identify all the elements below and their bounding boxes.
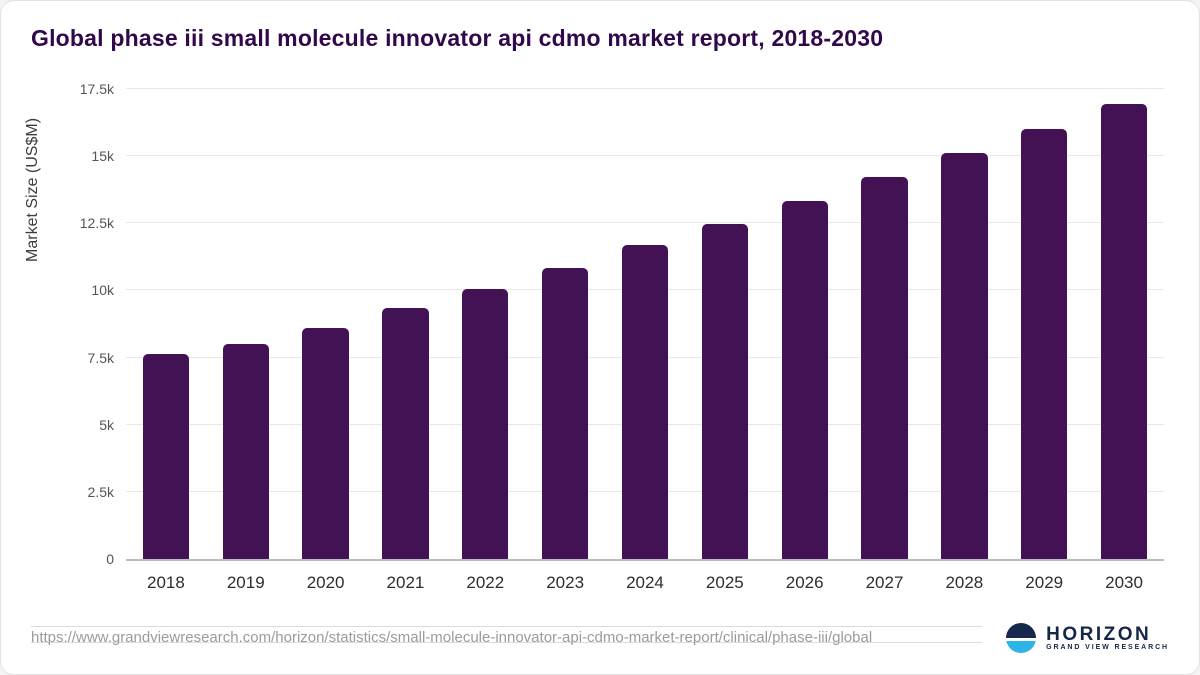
gridline: [126, 88, 1164, 89]
x-tick-label: 2026: [785, 573, 824, 592]
bar-2023[interactable]: [541, 268, 589, 559]
bar-column: [1004, 89, 1084, 559]
y-axis-title: Market Size (US$M): [24, 117, 41, 262]
plot-area: 0 2.5k 5k 7.5k 10k 12.5k 15k 17.5k: [80, 81, 1164, 567]
bar-chart: Market Size (US$M) 0 2.5k 5k 7.5k 10k 12.5k 15…: [24, 81, 1164, 592]
x-tick-label: 2028: [945, 573, 984, 592]
bar-column: [605, 89, 685, 559]
y-tick-label: 17.5k: [79, 81, 114, 97]
bar-column: [445, 89, 525, 559]
x-tick-label: 2022: [466, 573, 505, 592]
gridline: [126, 222, 1164, 224]
x-tick-label: 2019: [226, 573, 265, 592]
page-title: Global phase iii small molecule innovato…: [31, 25, 884, 51]
bar-2029[interactable]: [1021, 128, 1068, 559]
bar-2024[interactable]: [621, 245, 669, 559]
x-axis-ticks: 2018 2019 2020 2021 2022 2023 2024 2025 2026 2027…: [126, 573, 1164, 593]
x-tick-label: 2029: [1025, 573, 1064, 592]
horizon-logo: HORIZON GRAND VIEW RESEARCH: [982, 623, 1169, 653]
bar-column: [685, 89, 765, 559]
logo-subtitle: GRAND VIEW RESEARCH: [1046, 644, 1169, 652]
bar-column: [1084, 89, 1164, 559]
footer-rule-top: [31, 626, 983, 627]
footer-rule-bottom: [31, 642, 983, 643]
bar-2028[interactable]: [941, 153, 988, 559]
y-tick-label: 7.5k: [87, 349, 114, 366]
x-tick-label: 2024: [626, 573, 664, 592]
bar-2025[interactable]: [701, 224, 748, 559]
bar-2018[interactable]: [142, 354, 190, 559]
bar-column: [366, 89, 446, 559]
bar-2027[interactable]: [861, 177, 908, 559]
source-url: https://www.grandviewresearch.com/horizo…: [31, 629, 873, 647]
gridline: [126, 155, 1164, 157]
bar-2020[interactable]: [302, 328, 349, 559]
bar-column: [765, 89, 845, 559]
x-tick-label: 2027: [865, 573, 904, 592]
x-tick-label: 2025: [705, 573, 744, 592]
source-area: https://www.grandviewresearch.com/horizo…: [31, 612, 983, 664]
horizon-logo-icon: [1006, 623, 1037, 653]
footer: https://www.grandviewresearch.com/horizo…: [31, 612, 1169, 664]
bar-column: [525, 89, 605, 559]
y-tick-label: 15k: [91, 148, 114, 165]
x-tick-label: 2018: [147, 573, 185, 592]
bar-column: [845, 89, 925, 559]
x-tick-label: 2020: [306, 573, 345, 592]
y-tick-label: 2.5k: [87, 483, 114, 500]
y-tick-label: 5k: [99, 416, 114, 433]
bar-2019[interactable]: [222, 344, 269, 559]
bar-column: [286, 89, 366, 559]
logo-name: HORIZON: [1046, 623, 1152, 645]
x-tick-label: 2023: [546, 573, 585, 592]
bar-column: [206, 89, 286, 559]
bar-2026[interactable]: [781, 201, 828, 559]
bar-column: [924, 89, 1004, 559]
bar-2030[interactable]: [1100, 103, 1148, 559]
x-tick-label: 2030: [1105, 573, 1143, 592]
logo-text: HORIZON GRAND VIEW RESEARCH: [1046, 623, 1169, 652]
y-tick-label: 12.5k: [79, 215, 114, 232]
y-tick-label: 0: [106, 551, 114, 567]
bar-series: [126, 89, 1164, 559]
bar-column: [126, 89, 206, 559]
x-tick-label: 2021: [386, 573, 425, 592]
bar-2021[interactable]: [382, 307, 429, 559]
y-tick-label: 10k: [91, 282, 114, 299]
bar-2022[interactable]: [462, 289, 509, 559]
